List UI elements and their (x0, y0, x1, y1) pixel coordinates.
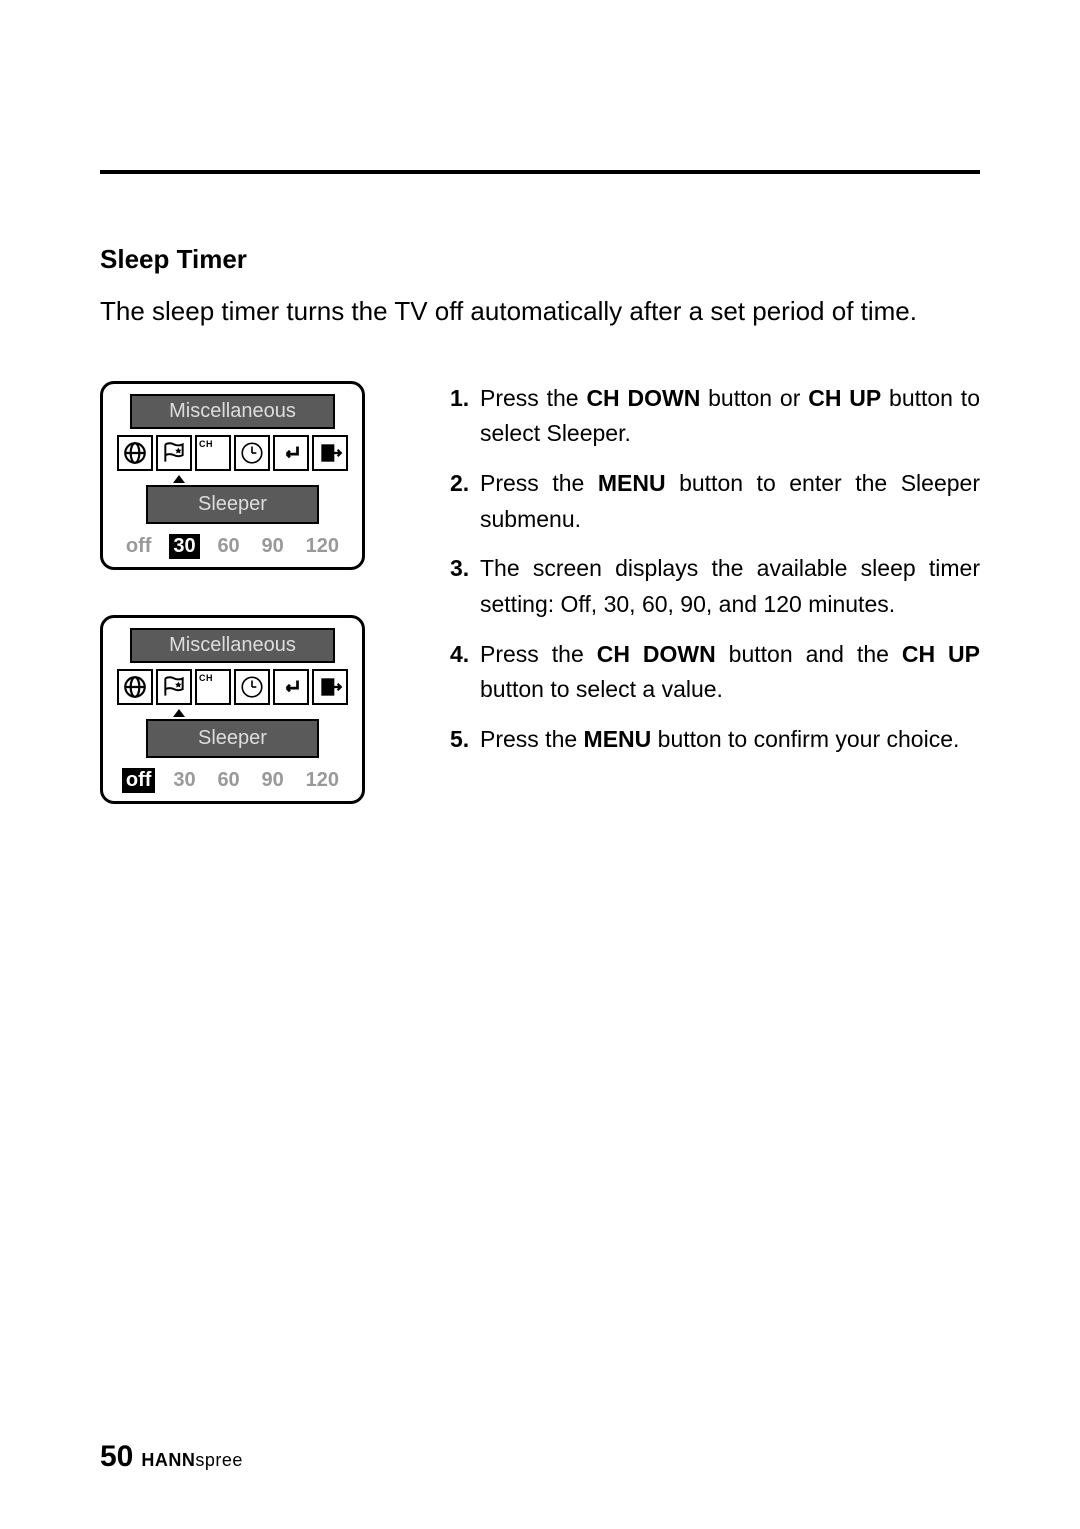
ch-label: CH (199, 673, 213, 683)
step-bold: MENU (598, 470, 666, 496)
ch-icon: CH (195, 435, 231, 471)
step-text: The screen displays the available sleep … (480, 555, 980, 617)
return-icon (273, 669, 309, 705)
osd-value: 120 (302, 534, 343, 559)
osd-value-selected: off (122, 768, 156, 793)
step-item: Press the MENU button to confirm your ch… (450, 722, 980, 758)
osd-value: 60 (213, 534, 243, 559)
top-rule (100, 170, 980, 174)
step-text: Press the (480, 470, 598, 496)
osd-value: 90 (258, 534, 288, 559)
step-text: Press the (480, 385, 586, 411)
exit-icon (312, 435, 348, 471)
caret-row (113, 709, 352, 719)
steps-list: Press the CH DOWN button or CH UP button… (450, 381, 980, 758)
page-footer: 50 HANNspree (100, 1440, 243, 1474)
ch-icon: CH (195, 669, 231, 705)
section-intro: The sleep timer turns the TV off automat… (100, 293, 980, 331)
step-bold: CH UP (808, 385, 881, 411)
step-text: button or (700, 385, 808, 411)
globe-icon (117, 435, 153, 471)
step-text: Press the (480, 641, 597, 667)
step-text: Press the (480, 726, 584, 752)
step-text: button and the (716, 641, 902, 667)
osd-screenshot-1: Miscellaneous CH Sleeper off 30 60 90 12… (100, 381, 365, 570)
clock-icon (234, 435, 270, 471)
osd-submenu-title: Sleeper (146, 485, 318, 524)
content-columns: Miscellaneous CH Sleeper off 30 60 90 12… (100, 381, 980, 804)
osd-value: 30 (169, 768, 199, 793)
screenshots-column: Miscellaneous CH Sleeper off 30 60 90 12… (100, 381, 400, 804)
step-item: Press the CH DOWN button or CH UP button… (450, 381, 980, 452)
ch-label: CH (199, 439, 213, 449)
step-text: button to confirm your choice. (651, 726, 959, 752)
brand-logo: HANNspree (141, 1450, 243, 1471)
step-bold: CH DOWN (586, 385, 700, 411)
star-icon (156, 669, 192, 705)
manual-page: Sleep Timer The sleep timer turns the TV… (0, 0, 1080, 1529)
exit-icon (312, 669, 348, 705)
step-text: button to select a value. (480, 676, 723, 702)
brand-rest: spree (195, 1450, 243, 1470)
step-bold: MENU (584, 726, 652, 752)
osd-values-row: off 30 60 90 120 (113, 534, 352, 561)
step-bold: CH UP (902, 641, 980, 667)
osd-icon-row: CH (113, 435, 352, 471)
osd-screenshot-2: Miscellaneous CH Sleeper off 30 60 90 12… (100, 615, 365, 804)
return-icon (273, 435, 309, 471)
osd-value-selected: 30 (169, 534, 199, 559)
section-title: Sleep Timer (100, 244, 980, 275)
caret-icon (173, 475, 185, 483)
osd-value: 120 (302, 768, 343, 793)
osd-value: off (122, 534, 156, 559)
osd-icon-row: CH (113, 669, 352, 705)
caret-row (113, 475, 352, 485)
osd-values-row: off 30 60 90 120 (113, 768, 352, 795)
step-item: Press the CH DOWN button and the CH UP b… (450, 637, 980, 708)
steps-column: Press the CH DOWN button or CH UP button… (450, 381, 980, 772)
star-icon (156, 435, 192, 471)
osd-submenu-title: Sleeper (146, 719, 318, 758)
clock-icon (234, 669, 270, 705)
caret-icon (173, 709, 185, 717)
step-item: Press the MENU button to enter the Sleep… (450, 466, 980, 537)
osd-value: 90 (258, 768, 288, 793)
step-item: The screen displays the available sleep … (450, 551, 980, 622)
step-bold: CH DOWN (597, 641, 716, 667)
osd-value: 60 (213, 768, 243, 793)
osd-menu-title: Miscellaneous (130, 394, 336, 429)
osd-menu-title: Miscellaneous (130, 628, 336, 663)
globe-icon (117, 669, 153, 705)
page-number: 50 (100, 1440, 133, 1474)
brand-bold: HANN (141, 1450, 195, 1470)
